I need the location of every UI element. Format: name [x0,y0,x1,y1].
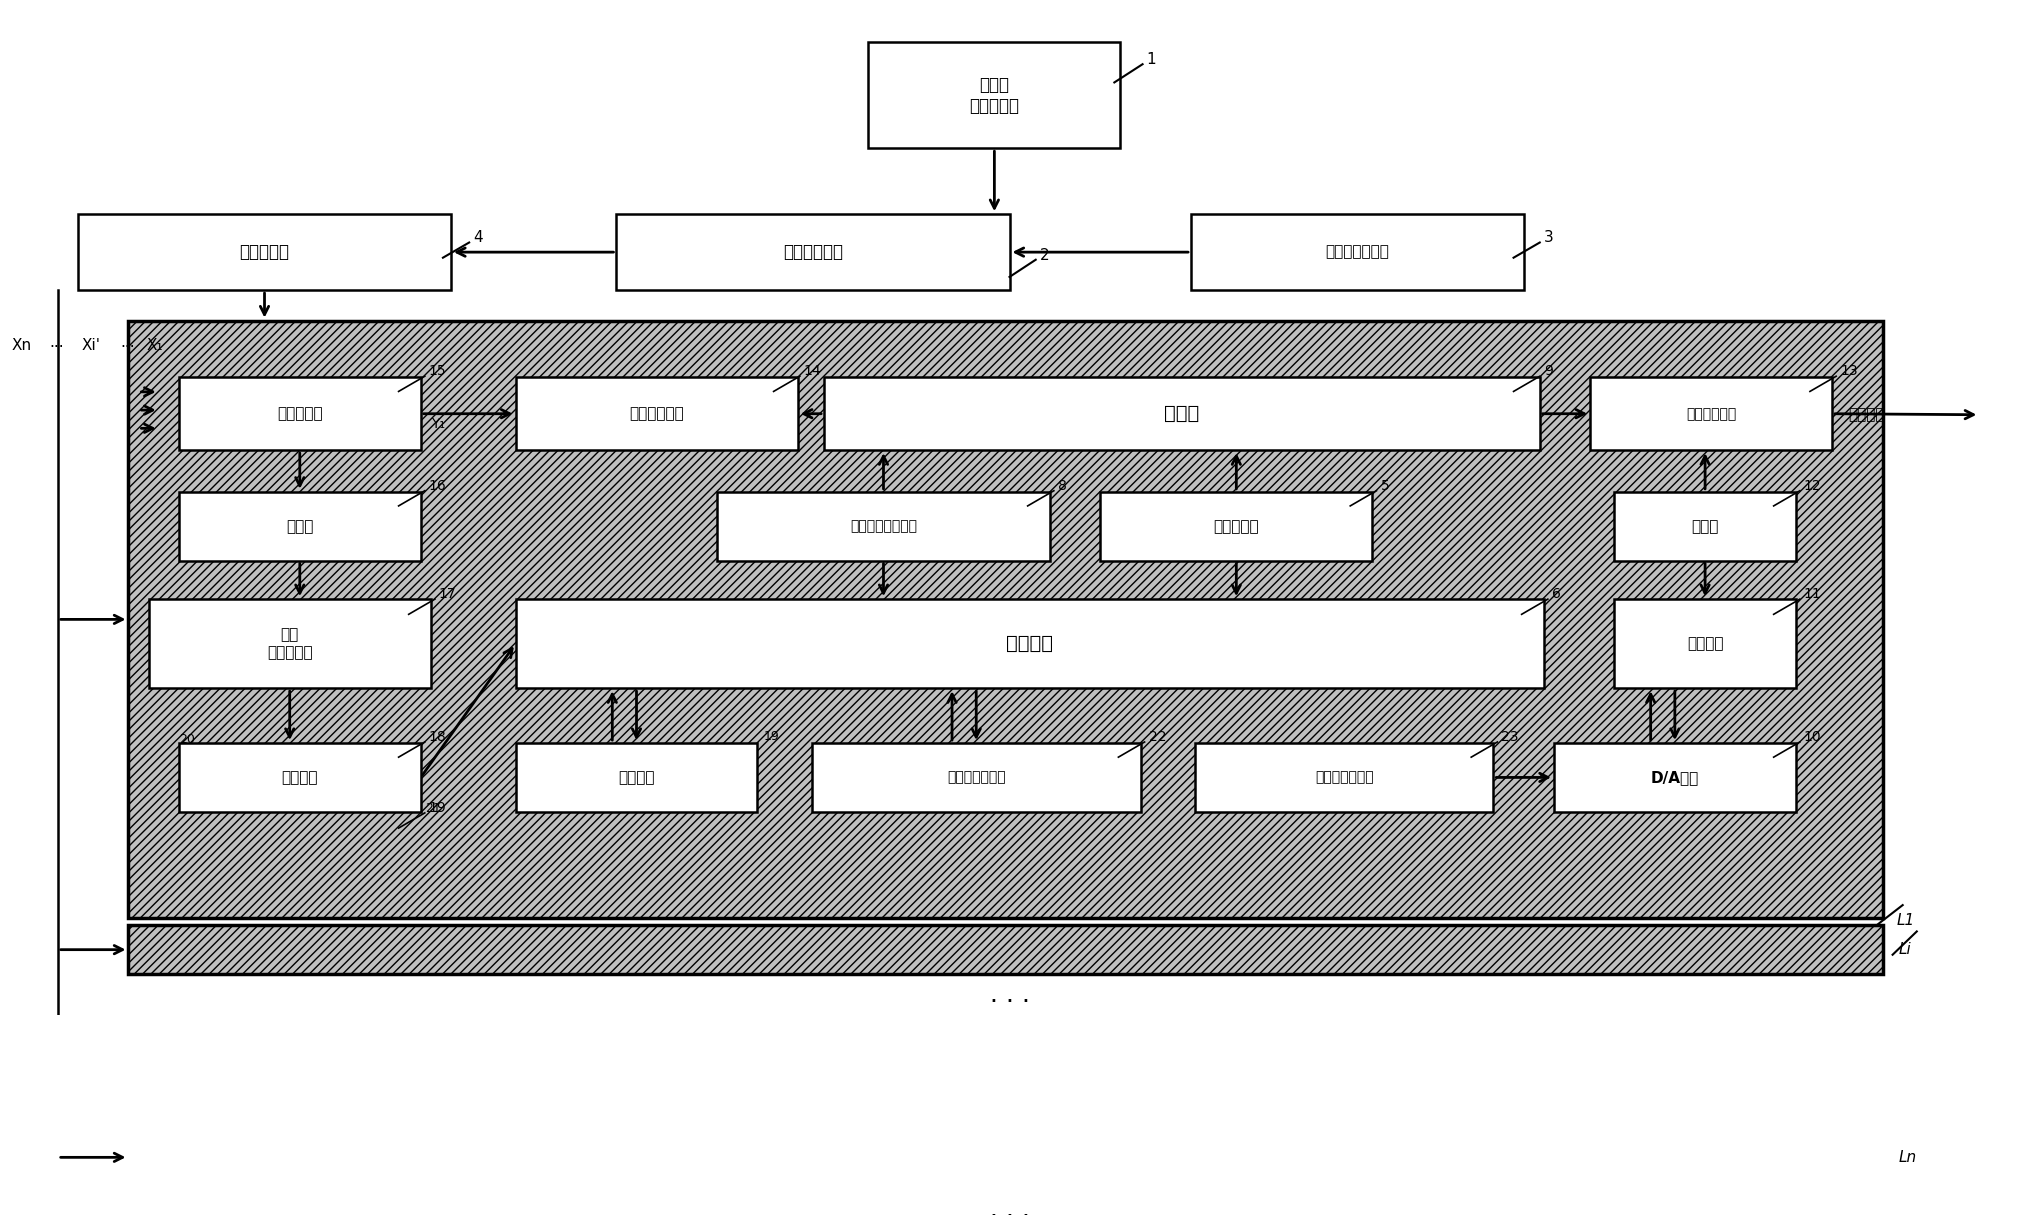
Text: · · ·: · · · [989,1205,1030,1215]
Text: 8: 8 [1058,479,1066,493]
Text: 频率测量: 频率测量 [618,770,654,785]
Text: Xn: Xn [12,338,32,354]
Bar [1191,214,1524,290]
Text: ···: ··· [50,340,65,355]
Text: 9: 9 [1545,364,1553,378]
Bar [129,321,1882,919]
Bar [149,599,430,688]
Bar [616,214,1010,290]
Bar [717,492,1050,560]
Text: 5: 5 [1381,479,1389,493]
Text: 激光输出: 激光输出 [1847,407,1886,423]
Text: Xi': Xi' [83,338,101,354]
Text: 22: 22 [1149,730,1167,744]
Text: 电热器: 电热器 [1692,519,1718,533]
Text: 光纤合束器: 光纤合束器 [277,406,323,422]
Text: Y₁: Y₁ [430,417,444,431]
Bar [1195,744,1494,812]
Text: L1: L1 [1896,914,1914,928]
Text: 稳频状态指示灯: 稳频状态指示灯 [1324,244,1389,260]
Bar [515,744,757,812]
Text: 15: 15 [428,364,446,378]
Text: 21: 21 [424,802,440,815]
Bar [79,214,450,290]
Text: 微处理器: 微处理器 [1005,634,1054,654]
Text: 信号调理: 信号调理 [281,770,319,785]
Text: 激光管温度传感器: 激光管温度传感器 [850,519,917,533]
Text: 激光管: 激光管 [1165,405,1199,423]
Bar [1591,377,1831,451]
Text: 功率放大: 功率放大 [1686,637,1724,651]
Text: Li: Li [1898,942,1912,957]
Text: 14: 14 [804,364,822,378]
Text: 环境温度传感器: 环境温度传感器 [947,770,1005,785]
Text: 碘稳频激光器: 碘稳频激光器 [783,243,842,261]
Text: 16: 16 [428,479,446,493]
Bar [515,599,1545,688]
Bar [180,744,420,812]
Text: 10: 10 [1803,730,1821,744]
Text: 2: 2 [1040,248,1050,262]
Bar [1615,599,1795,688]
Text: 6: 6 [1553,587,1561,601]
Bar [129,926,1882,974]
Bar [1100,492,1373,560]
Text: 12: 12 [1803,479,1821,493]
Text: Ln: Ln [1898,1149,1916,1165]
Text: 19: 19 [763,730,779,742]
Text: 锁频状态指示灯: 锁频状态指示灯 [1314,770,1373,785]
Text: 23: 23 [1502,730,1518,744]
Bar [515,377,798,451]
Bar [180,492,420,560]
Text: 1: 1 [1147,52,1157,67]
Text: 20: 20 [180,733,194,746]
Text: · · ·: · · · [989,990,1030,1015]
Text: 副偏振分光器: 副偏振分光器 [630,406,684,422]
Bar [812,744,1141,812]
Text: 18: 18 [428,730,446,744]
Text: ···: ··· [121,340,135,355]
Text: 13: 13 [1839,364,1857,378]
Text: 光纤分束器: 光纤分束器 [240,243,289,261]
Text: 19: 19 [428,801,446,815]
Text: 高速
光电探测器: 高速 光电探测器 [267,627,313,660]
Text: 11: 11 [1803,587,1821,601]
Bar [868,41,1121,148]
Bar [180,377,420,451]
Text: 4: 4 [472,230,483,244]
Bar [1555,744,1795,812]
Text: 3: 3 [1545,230,1553,244]
Text: D/A转换: D/A转换 [1652,770,1698,785]
Bar [824,377,1540,451]
Text: X₁: X₁ [147,338,164,354]
Bar [1615,492,1795,560]
Bar [129,1134,1882,1182]
Text: 检偏器: 检偏器 [287,519,313,533]
Text: 主偏振分光器: 主偏振分光器 [1686,407,1736,420]
Text: 激光管电源: 激光管电源 [1213,519,1260,533]
Text: 17: 17 [438,587,456,601]
Text: 碘稳频
激光器电源: 碘稳频 激光器电源 [969,75,1020,114]
